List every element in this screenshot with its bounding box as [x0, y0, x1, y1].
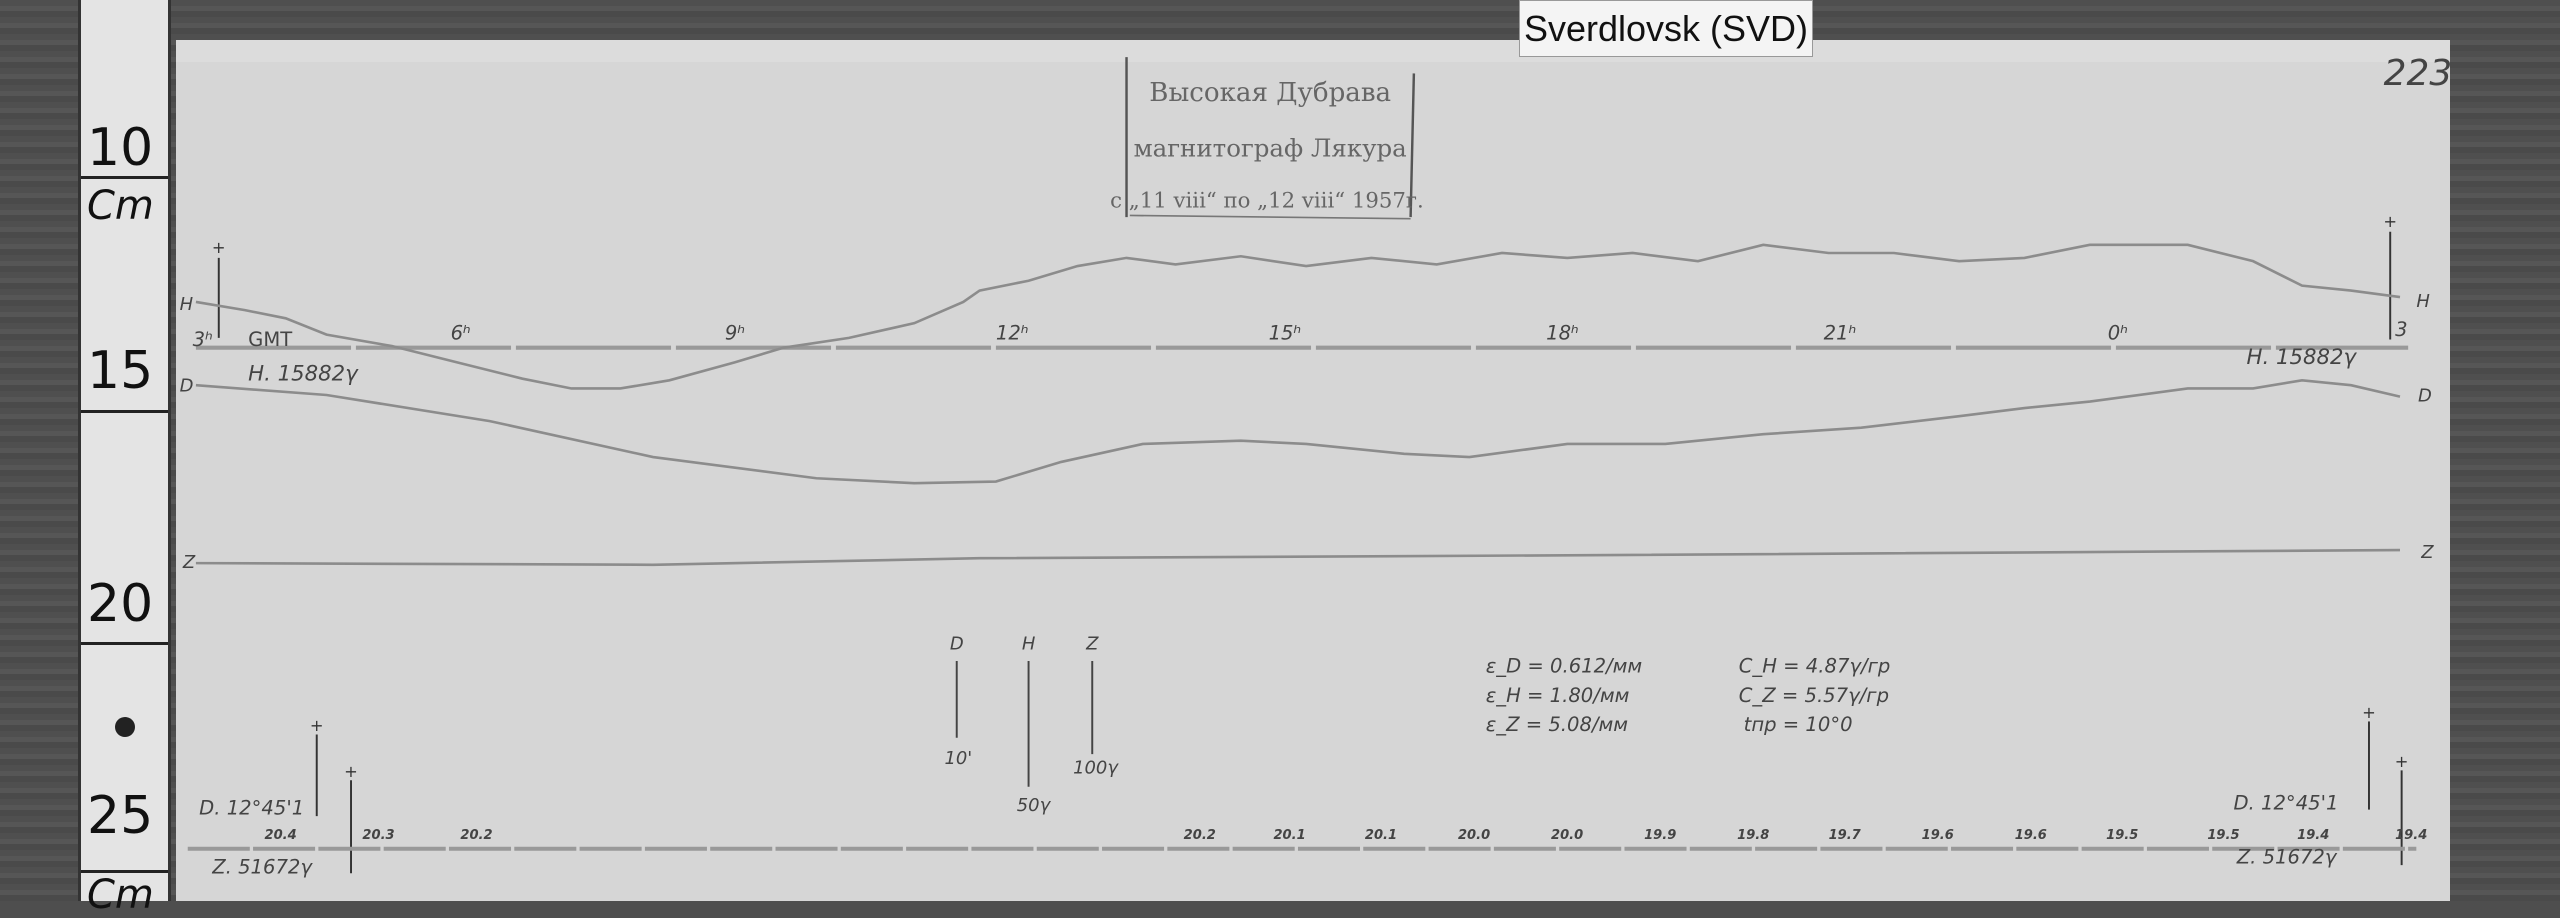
hour-label: 18ʰ: [1546, 322, 1579, 345]
temperature-mark: 20.0: [1458, 828, 1490, 843]
instrument-temperature: tпр = 10°0: [1744, 713, 1853, 736]
time-zone-label: GMT: [248, 328, 293, 351]
scale-value-d: ε_D = 0.612/мм: [1486, 654, 1643, 677]
scale-value-z: ε_Z = 5.08/мм: [1486, 713, 1629, 736]
temp-coefficient-z: C_Z = 5.57γ/гр: [1739, 684, 1889, 707]
ruler-label: 20: [87, 574, 154, 634]
ruler-tick: [81, 642, 168, 645]
z-scale-value: 100γ: [1073, 758, 1119, 779]
svg-text:+: +: [2383, 212, 2397, 231]
station-tag: Sverdlovsk (SVD): [1519, 0, 1813, 57]
z-base-value-right: Z. 51672γ: [2236, 845, 2338, 868]
hour-label: 12ʰ: [996, 322, 1029, 345]
z-trace-label-right: Z: [2420, 542, 2434, 563]
d-trace: [195, 378, 2401, 485]
h-trace-label-left: H: [180, 294, 194, 315]
ruler-hole: [115, 717, 135, 737]
stamp-line-3: с „11 viii“ по „12 viii“ 1957г.: [1110, 188, 1424, 213]
h-trace: [195, 243, 2401, 390]
temperature-mark: 19.6: [1922, 828, 1954, 843]
d-scale-value: 10': [944, 748, 972, 769]
temperature-mark: 19.6: [2015, 828, 2047, 843]
h-scale-label: H: [1022, 634, 1036, 655]
temperature-mark: 20.2: [1184, 828, 1216, 843]
ruler-tick: [81, 176, 168, 179]
hour-label: 21ʰ: [1824, 322, 1857, 345]
temperature-mark: 20.2: [460, 828, 492, 843]
ruler-label: 15: [87, 341, 154, 401]
magnetogram-paper: [176, 62, 2450, 901]
temperature-mark: 20.1: [1273, 828, 1305, 843]
centimeter-ruler: 10 Cm 15 20 25 Cm: [78, 0, 171, 915]
z-scale-label: Z: [1085, 634, 1099, 655]
temperature-mark: 19.4: [2297, 828, 2329, 843]
page-number: 223: [2384, 53, 2453, 94]
scale-value-h: ε_H = 1.80/мм: [1486, 684, 1630, 707]
h-scale-value: 50γ: [1017, 795, 1052, 816]
d-base-value-right: D. 12°45'1: [2233, 792, 2338, 815]
observatory-stamp: Высокая Дубрава магнитограф Лякура с „11…: [1110, 57, 1424, 220]
temperature-mark: 19.8: [1737, 828, 1769, 843]
ruler-label: 10: [87, 118, 154, 178]
svg-text:+: +: [310, 716, 324, 735]
ruler-tick: [81, 870, 168, 873]
hour-label: 15ʰ: [1269, 322, 1302, 345]
d-trace-label-left: D: [180, 376, 194, 397]
hour-label: 3ʰ: [193, 328, 213, 351]
hour-label: 9ʰ: [725, 322, 745, 345]
ruler-tick: [81, 410, 168, 413]
temperature-mark: 19.5: [2106, 828, 2138, 843]
temperature-mark: 20.4: [264, 828, 296, 843]
temperature-mark: 19.5: [2207, 828, 2239, 843]
stamp-line-2: магнитограф Лякура: [1134, 134, 1407, 163]
temperature-mark: 19.9: [1644, 828, 1676, 843]
h-base-value-left: H. 15882γ: [248, 361, 359, 386]
h-trace-label-right: H: [2416, 291, 2430, 312]
z-trace: [195, 548, 2401, 567]
ruler-unit: Cm: [87, 183, 154, 229]
temperature-mark: 19.4: [2395, 828, 2427, 843]
z-trace-label-left: Z: [182, 552, 196, 573]
svg-text:+: +: [2362, 703, 2376, 722]
stamp-line-1: Высокая Дубрава: [1149, 78, 1391, 108]
svg-text:+: +: [2395, 752, 2409, 771]
temperature-mark: 20.3: [362, 828, 394, 843]
temperature-mark: 20.0: [1551, 828, 1583, 843]
d-base-value-left: D. 12°45'1: [199, 796, 304, 819]
d-trace-label-right: D: [2418, 386, 2432, 407]
temperature-mark: 19.7: [1829, 828, 1862, 843]
ruler-label: 25: [87, 786, 154, 846]
z-base-value-left: Z. 51672γ: [211, 855, 313, 878]
svg-text:+: +: [344, 762, 358, 781]
temp-coefficient-h: C_H = 4.87γ/гр: [1739, 654, 1891, 677]
hour-label: 6ʰ: [451, 322, 471, 345]
temperature-mark: 20.1: [1365, 828, 1397, 843]
hour-label: 0ʰ: [2108, 322, 2128, 345]
h-base-value-right: H. 15882γ: [2247, 345, 2358, 370]
d-scale-label: D: [950, 634, 964, 655]
svg-text:+: +: [212, 238, 226, 257]
hour-label: 3: [2395, 318, 2407, 341]
